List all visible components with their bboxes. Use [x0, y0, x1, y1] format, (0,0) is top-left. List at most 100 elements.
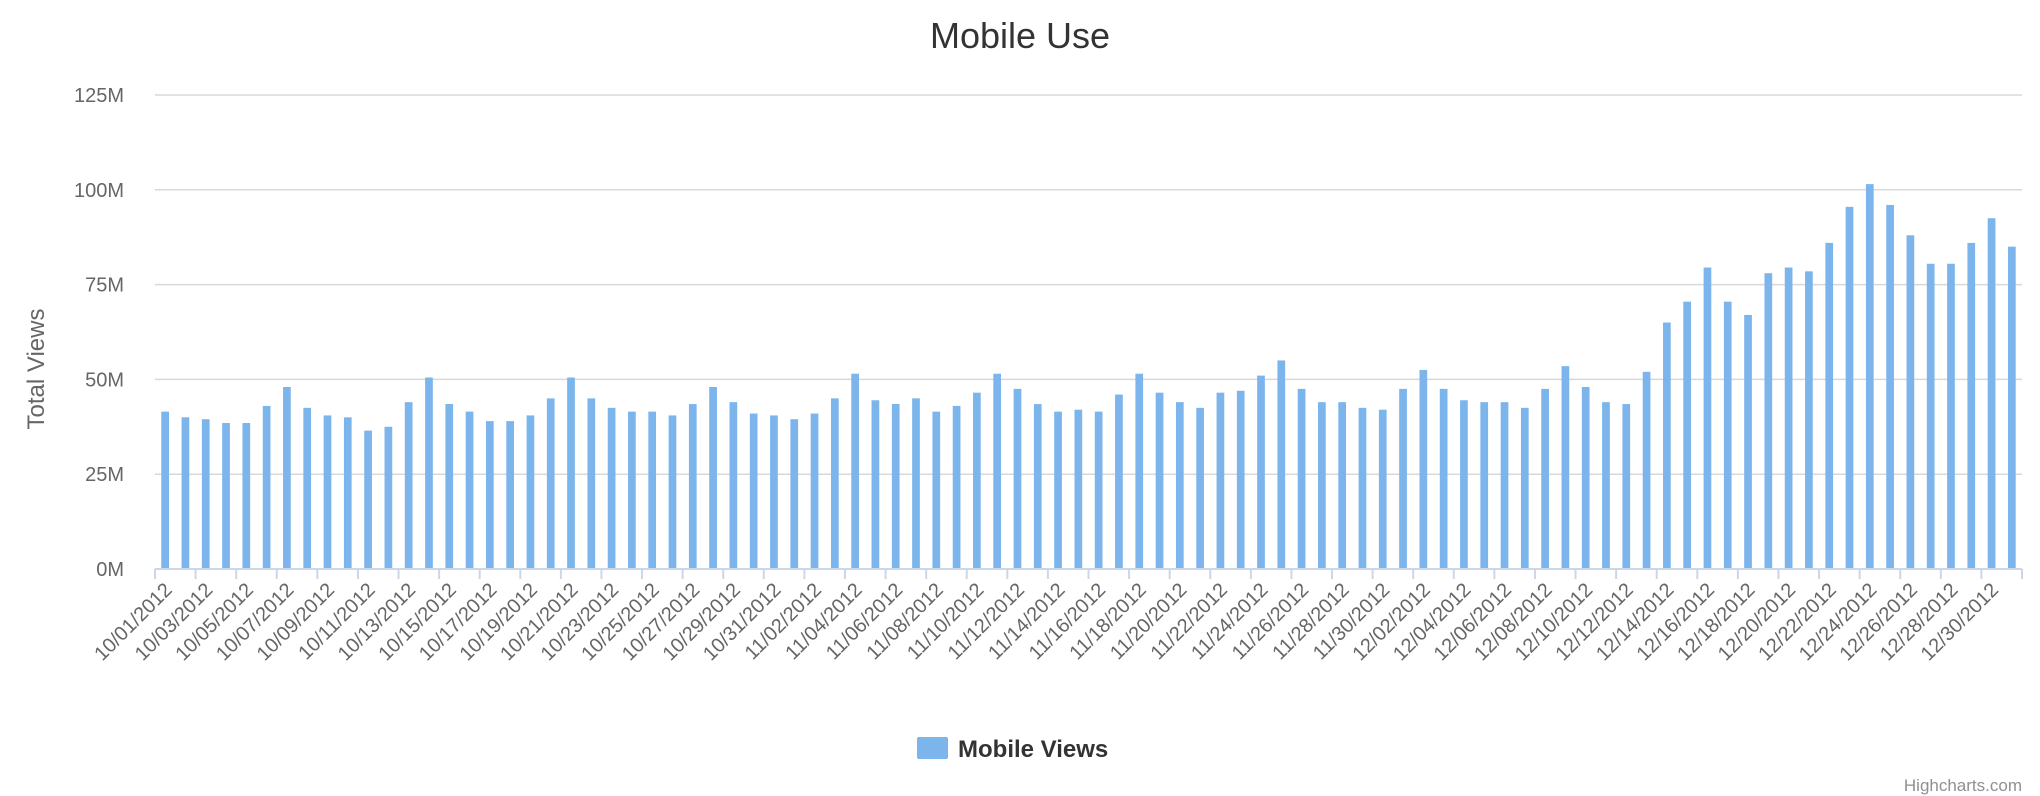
bar[interactable]	[1155, 392, 1164, 569]
bar[interactable]	[1967, 242, 1976, 569]
bar[interactable]	[1175, 402, 1184, 569]
bar[interactable]	[1236, 390, 1245, 569]
bar[interactable]	[364, 430, 372, 569]
bar[interactable]	[485, 421, 494, 569]
bar[interactable]	[770, 415, 778, 569]
bar[interactable]	[1784, 267, 1793, 569]
bar[interactable]	[932, 411, 941, 569]
bar[interactable]	[1297, 388, 1306, 569]
bar[interactable]	[1358, 407, 1367, 569]
bar[interactable]	[1744, 314, 1752, 569]
bar[interactable]	[1987, 218, 1996, 570]
bar[interactable]	[628, 411, 636, 569]
bar[interactable]	[1196, 407, 1204, 569]
bar[interactable]	[587, 398, 596, 569]
bar[interactable]	[607, 407, 616, 569]
bar[interactable]	[1642, 371, 1651, 569]
bar[interactable]	[973, 392, 981, 569]
bar[interactable]	[1622, 404, 1631, 569]
bar[interactable]	[506, 421, 514, 569]
bar[interactable]	[323, 415, 332, 569]
bar[interactable]	[1135, 373, 1144, 569]
bar[interactable]	[1581, 386, 1590, 569]
legend-label-mobile-views[interactable]: Mobile Views	[958, 736, 1108, 763]
bar[interactable]	[1723, 301, 1732, 569]
bar[interactable]	[648, 411, 657, 569]
bar[interactable]	[262, 405, 271, 569]
bar[interactable]	[1906, 235, 1915, 570]
bar[interactable]	[851, 373, 859, 569]
bar[interactable]	[749, 413, 758, 569]
bar[interactable]	[1115, 394, 1123, 569]
bar[interactable]	[404, 402, 413, 569]
bar[interactable]	[1703, 267, 1712, 569]
bar[interactable]	[222, 423, 230, 569]
y-tick-label: 100M	[74, 180, 124, 202]
bar[interactable]	[181, 417, 190, 569]
bar[interactable]	[1825, 242, 1834, 569]
bar[interactable]	[709, 386, 717, 569]
bar[interactable]	[1683, 301, 1692, 569]
bar[interactable]	[1094, 411, 1103, 569]
bar[interactable]	[1541, 388, 1549, 569]
bar[interactable]	[1926, 263, 1935, 569]
bar[interactable]	[1399, 388, 1407, 569]
y-tick-label: 0M	[96, 559, 124, 581]
bar[interactable]	[1054, 411, 1062, 569]
bar[interactable]	[1033, 404, 1042, 569]
bar[interactable]	[1500, 402, 1509, 569]
bar[interactable]	[912, 398, 920, 569]
bar[interactable]	[1865, 184, 1874, 570]
bar[interactable]	[526, 415, 535, 569]
bar[interactable]	[445, 404, 454, 569]
bar[interactable]	[1216, 392, 1225, 569]
bar[interactable]	[1277, 360, 1286, 569]
bar[interactable]	[1439, 388, 1448, 569]
legend[interactable]: Mobile Views	[917, 736, 1108, 763]
bar[interactable]	[343, 417, 352, 569]
bar[interactable]	[1013, 388, 1022, 569]
bar[interactable]	[1561, 366, 1570, 569]
bar[interactable]	[830, 398, 839, 569]
bar[interactable]	[161, 411, 169, 569]
bar[interactable]	[668, 415, 677, 569]
bar[interactable]	[465, 411, 474, 569]
bar[interactable]	[1257, 375, 1265, 569]
bar[interactable]	[1419, 369, 1428, 569]
bar[interactable]	[384, 426, 393, 569]
bar[interactable]	[1845, 206, 1854, 570]
bar[interactable]	[1947, 263, 1955, 569]
credits-link[interactable]: Highcharts.com	[1904, 776, 2022, 795]
bar[interactable]	[1602, 402, 1610, 569]
bar[interactable]	[1764, 273, 1773, 569]
bar[interactable]	[871, 400, 880, 569]
bar[interactable]	[201, 419, 210, 569]
bar[interactable]	[546, 398, 555, 569]
bar[interactable]	[729, 402, 738, 569]
bar[interactable]	[1318, 402, 1326, 569]
bar[interactable]	[1338, 402, 1347, 569]
y-axis-label: Total Views	[23, 309, 50, 430]
bar[interactable]	[567, 377, 575, 570]
bar[interactable]	[425, 377, 433, 570]
bar[interactable]	[993, 373, 1002, 569]
bar[interactable]	[1074, 409, 1083, 569]
bar[interactable]	[952, 405, 961, 569]
bar[interactable]	[283, 386, 291, 569]
bar[interactable]	[1886, 204, 1894, 569]
bar[interactable]	[1480, 402, 1489, 569]
bar[interactable]	[891, 404, 900, 569]
bar[interactable]	[790, 419, 799, 569]
y-tick-label: 125M	[74, 85, 124, 107]
bar[interactable]	[1805, 271, 1813, 569]
bar[interactable]	[688, 404, 697, 569]
bar[interactable]	[1460, 400, 1468, 569]
bar[interactable]	[1520, 407, 1529, 569]
x-axis-ticks: 10/01/201210/03/201210/05/201210/07/2012…	[90, 579, 2003, 665]
bar[interactable]	[242, 423, 251, 569]
bar[interactable]	[1378, 409, 1387, 569]
bar[interactable]	[303, 407, 312, 569]
bar[interactable]	[1663, 322, 1671, 569]
bar[interactable]	[810, 413, 819, 569]
bar[interactable]	[2008, 246, 2016, 569]
